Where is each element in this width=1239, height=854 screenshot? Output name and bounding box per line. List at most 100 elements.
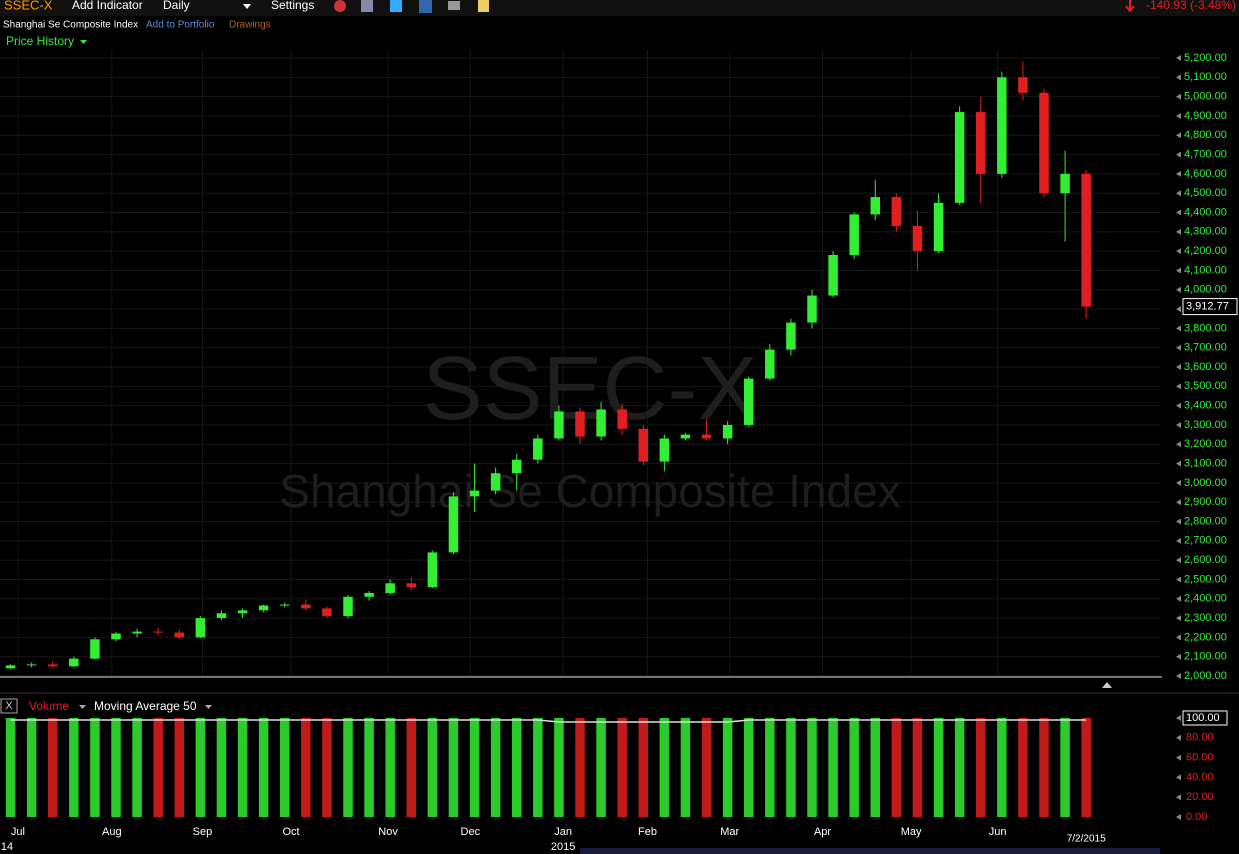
settings[interactable]: Settings [271, 0, 314, 12]
y-tick-label: 2,500.00 [1184, 573, 1227, 585]
tick-mark [1176, 286, 1181, 293]
y-tick-label: 3,800.00 [1184, 322, 1227, 334]
y-tick-label: 5,200.00 [1184, 52, 1227, 64]
drawings[interactable]: Drawings [229, 20, 271, 31]
volume-bar [828, 718, 838, 817]
candle-body [659, 438, 670, 462]
volume-bar [765, 718, 775, 817]
tick-mark [1176, 595, 1181, 602]
candle-body [617, 409, 627, 429]
y-tick-label: 2,600.00 [1184, 554, 1227, 566]
volume-bar [258, 718, 269, 817]
candle-body [680, 434, 691, 439]
volume-bar [659, 718, 670, 817]
tick-mark [1176, 715, 1181, 721]
y-tick-label: 2,200.00 [1184, 631, 1227, 643]
candle-body [279, 604, 290, 606]
x-tick-label: Jan [554, 826, 572, 838]
x-tick-label: Jul [11, 826, 25, 838]
add-to-portfolio[interactable]: Add to Portfolio [146, 20, 215, 31]
tick-mark [1176, 634, 1181, 641]
add-indicator[interactable]: Add Indicator [72, 0, 143, 12]
dropdown-arrow[interactable] [205, 705, 212, 709]
volume-bar [849, 718, 859, 817]
y-tick-label: 3,500.00 [1184, 380, 1227, 392]
volume-bar [279, 718, 290, 817]
volume-bar [301, 718, 311, 817]
volume-bar [891, 718, 902, 817]
candle-body [596, 409, 606, 437]
tick-mark [1176, 576, 1181, 583]
y-tick-label: 3,100.00 [1184, 457, 1227, 469]
volume-bar [427, 718, 438, 817]
candle-body [301, 604, 311, 609]
volume-bar [343, 718, 353, 817]
tick-mark [1176, 460, 1181, 467]
volume-bar [5, 718, 16, 817]
tick-mark [1176, 774, 1181, 781]
toolbar-icons[interactable] [334, 0, 489, 13]
volume-tick-label: 60.00 [1186, 752, 1214, 764]
tick-mark [1176, 754, 1181, 761]
scroll-bar[interactable] [580, 848, 1160, 854]
candle-body [132, 631, 142, 634]
candle-body [1018, 77, 1028, 93]
close-panel-label[interactable]: X [5, 700, 13, 712]
candle-body [765, 349, 775, 379]
candle-body [870, 197, 881, 215]
interval[interactable]: Daily [163, 0, 190, 12]
tick-mark [1176, 132, 1181, 139]
volume-label[interactable]: Volume [29, 699, 69, 713]
candle-body [406, 583, 417, 588]
tick-mark [1176, 557, 1181, 564]
tick-mark [1176, 518, 1181, 525]
y-tick-label: 4,300.00 [1184, 226, 1227, 238]
y-tick-label: 2,000.00 [1184, 670, 1227, 682]
y-tick-label: 2,700.00 [1184, 535, 1227, 547]
x-tick-label: Jun [989, 826, 1007, 838]
candle-body [743, 378, 754, 425]
tick-mark [1176, 112, 1181, 119]
tick-mark [1176, 74, 1181, 81]
x-tick-label: Nov [378, 826, 398, 838]
volume-bar [975, 718, 986, 817]
candle-body [448, 496, 459, 553]
tick-mark [1176, 441, 1181, 448]
dropdown-arrow[interactable] [79, 705, 86, 709]
x-tick-label: Sep [193, 826, 213, 838]
y-tick-label: 3,700.00 [1184, 342, 1227, 354]
volume-bar [954, 718, 965, 817]
candle-body [364, 592, 374, 597]
y-tick-label: 4,400.00 [1184, 206, 1227, 218]
candle-body [891, 197, 902, 227]
x-tick-label: Oct [282, 826, 299, 838]
change: -140.93 (-3.48%) [1146, 0, 1236, 12]
tick-mark [1176, 537, 1181, 544]
candle-body [722, 424, 733, 439]
candle-body [533, 438, 543, 460]
volume-bar [406, 718, 417, 817]
tick-mark [1176, 267, 1181, 274]
candle-body [997, 77, 1007, 174]
candle-body [575, 411, 585, 437]
volume-bar [997, 718, 1007, 817]
volume-bar [870, 718, 881, 817]
candle-body [786, 322, 796, 350]
candle-body [828, 254, 838, 296]
price-history[interactable]: Price History [6, 34, 74, 48]
y-tick-label: 2,300.00 [1184, 612, 1227, 624]
tick-mark [1176, 479, 1181, 486]
volume-bar [638, 718, 649, 817]
x-tick-label: Mar [720, 826, 739, 838]
volume-bar [364, 718, 374, 817]
candle-body [469, 490, 480, 497]
tick-mark [1176, 228, 1181, 235]
y-tick-label: 4,700.00 [1184, 148, 1227, 160]
dropdown-arrow[interactable] [80, 40, 87, 44]
dropdown-arrow[interactable] [243, 4, 251, 9]
tick-mark [1176, 653, 1181, 660]
ma-label[interactable]: Moving Average 50 [94, 699, 197, 713]
close-panel[interactable] [0, 698, 18, 714]
volume-tick-label: 80.00 [1186, 732, 1214, 744]
symbol[interactable]: SSEC-X [4, 0, 53, 12]
